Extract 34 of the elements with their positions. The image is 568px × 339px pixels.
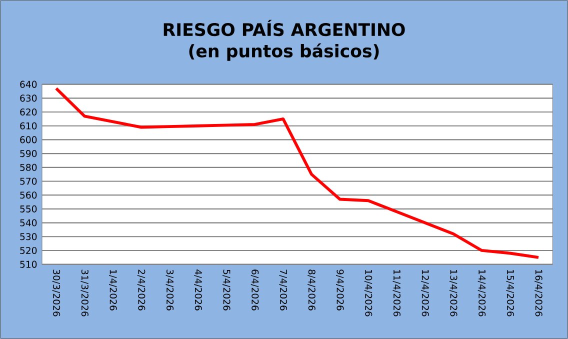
x-tick-label: 7/4/2026 (279, 270, 288, 310)
x-tick-label: 14/4/2026 (478, 270, 486, 316)
y-tick-label: 510 (20, 260, 37, 268)
x-tick-label: 16/4/2026 (534, 270, 542, 316)
x-tick-label: 2/4/2026 (137, 270, 146, 310)
x-tick-label: 5/4/2026 (222, 270, 230, 310)
y-tick-label: 600 (20, 136, 37, 144)
y-tick-label: 560 (20, 192, 37, 199)
x-tick-label: 8/4/2026 (308, 270, 316, 310)
y-tick-label: 530 (20, 233, 37, 240)
x-tick-label: 12/4/2026 (421, 270, 429, 316)
x-tick-label: 15/4/2026 (506, 270, 514, 316)
y-tick-label: 630 (20, 94, 37, 102)
x-tick-label: 30/3/2026 (52, 270, 60, 316)
chart-title: RIESGO PAÍS ARGENTINO (164, 20, 405, 36)
x-tick-label: 13/4/2026 (449, 270, 458, 316)
x-tick-label: 11/4/2026 (392, 270, 401, 316)
y-tick-label: 640 (20, 80, 37, 88)
x-tick-label: 1/4/2026 (109, 270, 117, 310)
y-tick-label: 580 (20, 164, 37, 171)
x-tick-label: 10/4/2026 (364, 270, 372, 316)
y-tick-label: 550 (20, 205, 37, 212)
y-tick-label: 590 (20, 150, 37, 158)
y-tick-label: 610 (20, 122, 37, 130)
x-tick-label: 31/3/2026 (80, 270, 88, 316)
x-tick-label: 6/4/2026 (250, 270, 259, 310)
x-tick-label: 4/4/2026 (194, 269, 202, 310)
y-tick-label: 540 (20, 219, 37, 226)
x-tick-label: 3/4/2026 (166, 270, 174, 310)
x-tick-label: 9/4/2026 (336, 270, 344, 310)
y-tick-label: 620 (20, 108, 37, 116)
y-tick-label: 570 (20, 178, 37, 185)
y-tick-label: 520 (20, 246, 37, 254)
chart-subtitle: (en puntos básicos) (189, 43, 379, 61)
